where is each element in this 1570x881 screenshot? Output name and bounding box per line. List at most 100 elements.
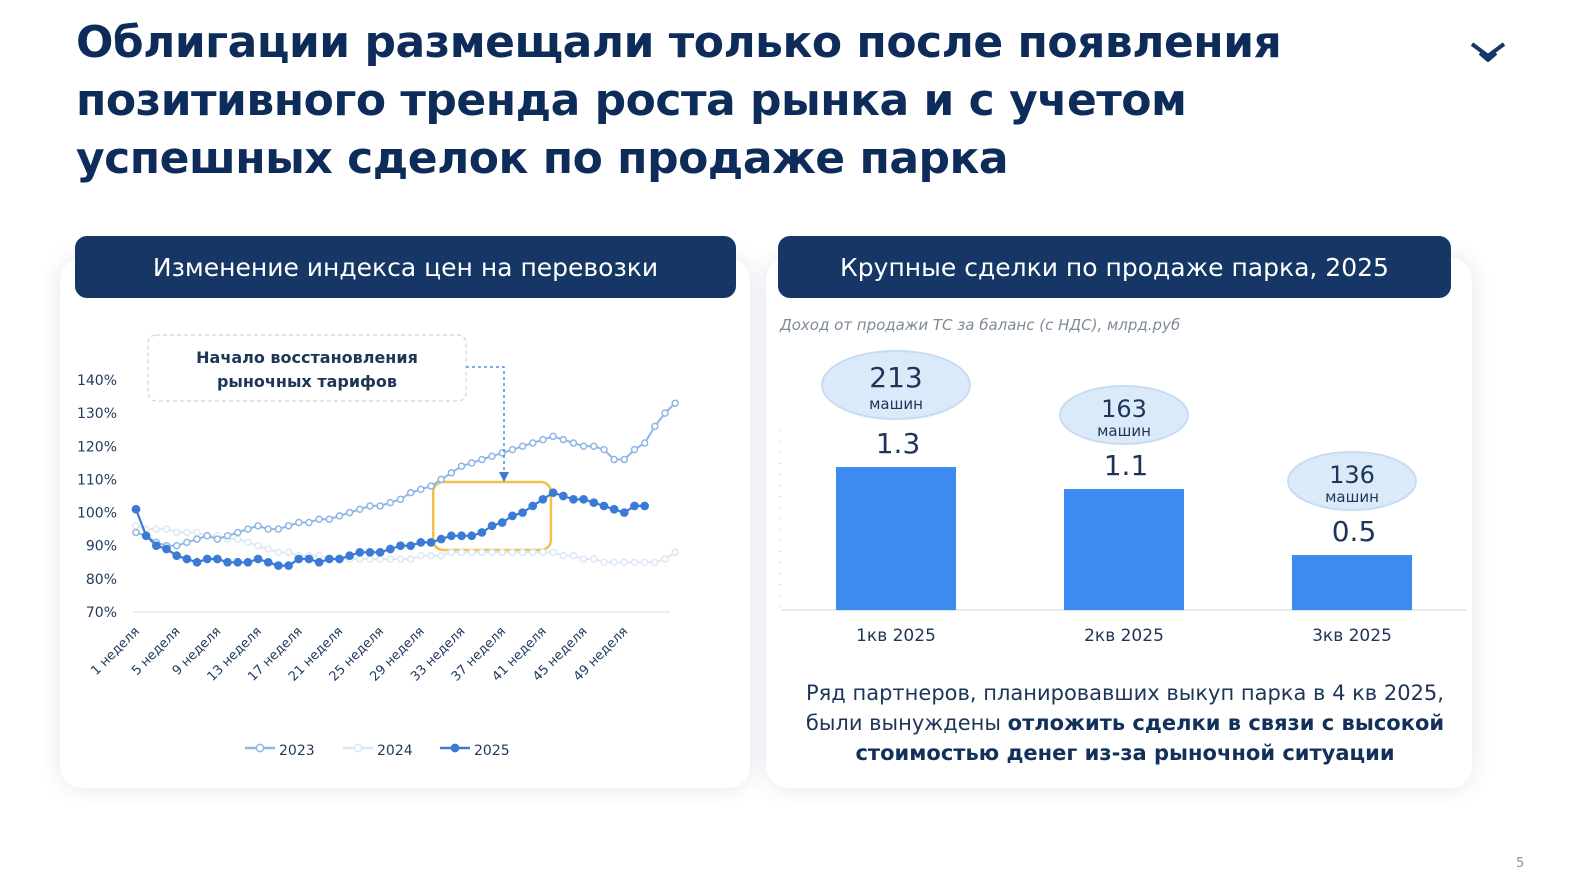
series-2025-point (640, 501, 650, 511)
series-2025-point (426, 538, 436, 547)
series-2025-point (365, 547, 375, 557)
series-2023-point (661, 409, 669, 417)
series-2023-point (325, 515, 334, 523)
series-2023-point (183, 538, 191, 547)
series-2023-point (172, 541, 181, 550)
series-2025-point (548, 488, 558, 498)
series-2023-point (233, 528, 242, 537)
series-2025-point (619, 508, 629, 517)
series-2023-point (651, 422, 659, 431)
machine-count-bubble (1059, 385, 1189, 445)
series-2025-point (284, 561, 293, 570)
series-2023-point (478, 455, 486, 464)
series-2024-point (427, 551, 435, 560)
series-2024-point (437, 551, 445, 560)
page-title: Облигации размещали только после появлен… (76, 17, 1282, 184)
series-2023-point (630, 445, 639, 454)
bar-chart-subtitle: Доход от продажи ТС за баланс (с НДС), м… (780, 316, 1181, 334)
series-2025-point (202, 554, 212, 564)
series-2025-point (243, 557, 253, 567)
series-2025-point (223, 557, 232, 567)
machine-count-bubble (1287, 451, 1417, 511)
series-2025-point (569, 494, 578, 504)
annotation-line2: рыночных тарифов (217, 372, 397, 391)
series-2025-point (477, 528, 487, 537)
series-2023-point (356, 505, 364, 514)
series-2024-point (457, 548, 466, 557)
series-2023-point (529, 439, 537, 447)
series-2025-point (436, 534, 446, 544)
series-2023-point (417, 485, 425, 494)
series-2025-point (375, 547, 385, 557)
series-2024-point (539, 548, 547, 557)
series-2024-point (284, 548, 293, 557)
series-2023-point (539, 435, 547, 444)
series-2023-point (600, 445, 608, 454)
series-2024-point (488, 548, 496, 557)
y-tick-label: 120% (77, 439, 117, 455)
series-2025-point (487, 521, 497, 531)
y-tick-label: 70% (86, 605, 117, 621)
price-index-line-chart: 70%80%90%100%110%120%130%140% 1 неделя5 … (77, 334, 679, 759)
series-2023-point (315, 515, 323, 523)
footnote-bold-text: отложить сделки в связи с высокой стоимо… (855, 711, 1445, 765)
annotation-box (147, 334, 467, 402)
series-2024-point (172, 528, 181, 537)
series-2023-point (559, 435, 568, 444)
series-2025-point (589, 498, 599, 507)
series-2024-point (518, 548, 527, 557)
double-chevron-logo-icon (1470, 42, 1506, 62)
series-2024-point (244, 538, 252, 547)
series-2025-point (182, 554, 192, 564)
annotation-line1: Начало восстановления (196, 348, 418, 367)
series-2024-point (183, 528, 191, 537)
series-2023-point (305, 518, 313, 527)
bar-category-label: 1кв 2025 (856, 626, 936, 646)
footnote-text: Ряд партнеров, планировавших выкуп парка… (805, 681, 1444, 735)
machine-count-value: 136 (1329, 461, 1375, 489)
series-2025-point (508, 511, 517, 521)
series-2025-point (355, 547, 365, 557)
series-2025-point (579, 494, 588, 504)
series-2025-point (294, 554, 304, 564)
machine-count-bubble (821, 350, 971, 420)
series-2025-point (528, 501, 538, 511)
series-2023-point (386, 498, 395, 507)
price-index-card (60, 258, 750, 788)
machine-count-unit: машин (1097, 422, 1151, 440)
series-2023-point (345, 508, 354, 517)
machine-count-value: 213 (869, 361, 922, 394)
series-2024-point (447, 548, 456, 557)
series-2023-point (213, 535, 222, 543)
series-2025-point (416, 538, 426, 547)
series-2024-point (254, 541, 262, 550)
series-2024-point (579, 555, 588, 563)
annotation-arrowhead (499, 472, 509, 482)
bar (1064, 489, 1184, 610)
series-2025-point (192, 557, 202, 567)
legend-2025-label: 2025 (474, 743, 510, 759)
series-2023-point (640, 439, 649, 447)
series-2024-point (396, 555, 405, 563)
series-2023-point (203, 532, 211, 540)
series-2024-point (671, 548, 679, 557)
legend-2023-label: 2023 (279, 743, 315, 759)
series-2023-point (508, 445, 517, 454)
series-2023-point (590, 442, 598, 451)
series-2023-point (244, 525, 252, 533)
bar-category-label: 2кв 2025 (1084, 626, 1164, 646)
series-2023-point (335, 512, 344, 520)
series-2024-point (508, 548, 517, 557)
machine-count-unit: машин (1325, 488, 1379, 506)
series-2025-point (406, 541, 416, 551)
series-2023-point (620, 455, 629, 464)
series-2023-point (254, 522, 262, 530)
series-2025-point (314, 557, 324, 567)
series-2023-point (132, 528, 140, 537)
page-number: 5 (1516, 856, 1525, 871)
series-2024-point (651, 558, 659, 567)
series-2024-point (162, 525, 171, 533)
series-2024-point (417, 551, 425, 560)
series-2024-point (549, 548, 557, 557)
series-2023-point (610, 455, 618, 464)
